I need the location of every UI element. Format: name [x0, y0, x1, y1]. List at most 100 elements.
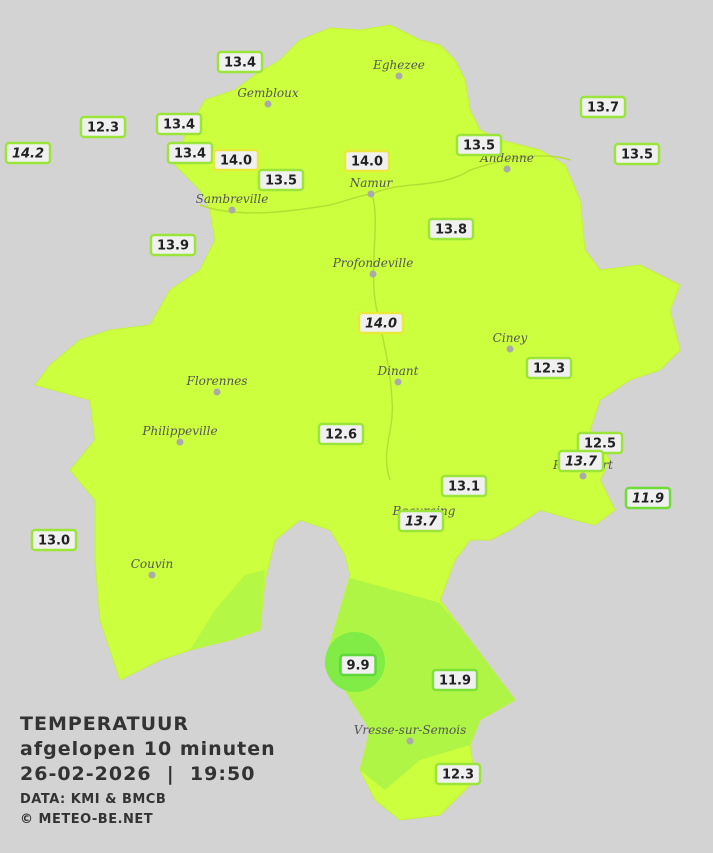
temperature: 13.5: [621, 148, 653, 163]
temperature: 12.5: [584, 437, 616, 452]
badge-box: [427, 217, 475, 241]
town-dot: [148, 571, 156, 579]
badge-box: [525, 356, 573, 380]
station-badge: 14.2: [4, 141, 52, 165]
legend: TEMPERATUUR afgelopen 10 minuten 26-02-2…: [20, 713, 276, 827]
badge-box: [624, 486, 672, 510]
temperature: 14.2: [12, 147, 44, 162]
temperature: 13.1: [448, 480, 480, 495]
town-dot: [228, 206, 236, 214]
temperature: 13.5: [265, 174, 297, 189]
temperature: 11.9: [632, 492, 664, 507]
warm-zone: [190, 570, 265, 650]
station-badge: 12.3: [525, 356, 573, 380]
station-badge: 12.5: [576, 431, 624, 455]
title-line: 26-02-2026 | 19:50: [20, 763, 255, 785]
town-dot: [406, 737, 414, 745]
town-label: Namur: [349, 176, 394, 190]
station-badge: 11.9: [624, 486, 672, 510]
station-badge: 13.7: [557, 449, 605, 473]
temperature: 14.0: [220, 154, 252, 169]
station-badge: 12.3: [79, 115, 127, 139]
badge-box: [397, 509, 445, 533]
town-label: Florennes: [186, 374, 248, 388]
badge-box: [613, 142, 661, 166]
title-line: TEMPERATUUR: [20, 713, 189, 735]
town-dot: [506, 345, 514, 353]
temperature: 12.6: [325, 428, 357, 443]
town-label: Vresse-sur-Semois: [354, 723, 467, 737]
warm-zone: [325, 578, 515, 790]
badge-box: [216, 50, 264, 74]
badge-box: [339, 653, 377, 677]
badge-box: [149, 233, 197, 257]
credit: © METEO-BE.NET: [20, 812, 153, 827]
temperature: 13.7: [405, 515, 438, 530]
station-badge: 13.5: [257, 168, 305, 192]
badge-box: [317, 422, 365, 446]
temperature: 13.0: [38, 534, 70, 549]
river: [199, 155, 571, 481]
badge-box: [557, 449, 605, 473]
town-dot: [176, 438, 184, 446]
station-badge: 13.8: [427, 217, 475, 241]
station-badge: 14.0: [212, 148, 260, 172]
badge-box: [579, 95, 627, 119]
station-badge: 13.0: [30, 528, 78, 552]
temperature: 12.3: [87, 121, 119, 136]
temperature: 13.4: [174, 147, 206, 162]
town-dot: [395, 72, 403, 80]
town-dot: [213, 388, 221, 396]
badge-box: [431, 668, 479, 692]
town-label: Sambreville: [196, 192, 269, 206]
temperature: 13.5: [463, 139, 495, 154]
station-badge: 12.3: [434, 762, 482, 786]
station-badge: 13.5: [613, 142, 661, 166]
town-label: Profondeville: [332, 256, 414, 270]
station-badge: 13.7: [579, 95, 627, 119]
town-dot: [264, 100, 272, 108]
station-badge: 14.0: [343, 149, 391, 173]
temperature: 13.4: [163, 118, 195, 133]
station-badge: 13.5: [455, 133, 503, 157]
station-badge: 14.0: [357, 311, 405, 335]
station-badge: 9.9: [339, 653, 377, 677]
badge-box: [155, 112, 203, 136]
town-label: Philippeville: [141, 424, 217, 438]
badge-box: [30, 528, 78, 552]
temperature: 14.0: [365, 317, 397, 332]
badge-box: [357, 311, 405, 335]
badge-box: [434, 762, 482, 786]
station-badge: 13.7: [397, 509, 445, 533]
temperature: 14.0: [351, 155, 383, 170]
badge-box: [4, 141, 52, 165]
temperature: 12.3: [533, 362, 565, 377]
badge-box: [257, 168, 305, 192]
town-dot: [367, 190, 375, 198]
title-line: afgelopen 10 minuten: [20, 738, 276, 760]
temperature: 13.8: [435, 223, 467, 238]
station-badge: 13.4: [166, 141, 214, 165]
temperature: 9.9: [346, 659, 369, 674]
temperature: 13.9: [157, 239, 189, 254]
temperature: 11.9: [439, 674, 471, 689]
town-label: Couvin: [131, 557, 173, 571]
station-badge: 11.9: [431, 668, 479, 692]
town-label: Eghezee: [372, 58, 425, 72]
badge-box: [440, 474, 488, 498]
temperature: 13.4: [224, 56, 256, 71]
town-label: Ciney: [493, 331, 528, 345]
station-badge: 13.9: [149, 233, 197, 257]
badge-box: [455, 133, 503, 157]
credit: DATA: KMI & BMCB: [20, 792, 166, 807]
town-label: Dinant: [377, 364, 419, 378]
badge-box: [166, 141, 214, 165]
station-badge: 13.4: [155, 112, 203, 136]
station-badge: 13.1: [440, 474, 488, 498]
temperature: 13.7: [587, 101, 619, 116]
badge-box: [212, 148, 260, 172]
town-dot: [394, 378, 402, 386]
station-badge: 13.4: [216, 50, 264, 74]
